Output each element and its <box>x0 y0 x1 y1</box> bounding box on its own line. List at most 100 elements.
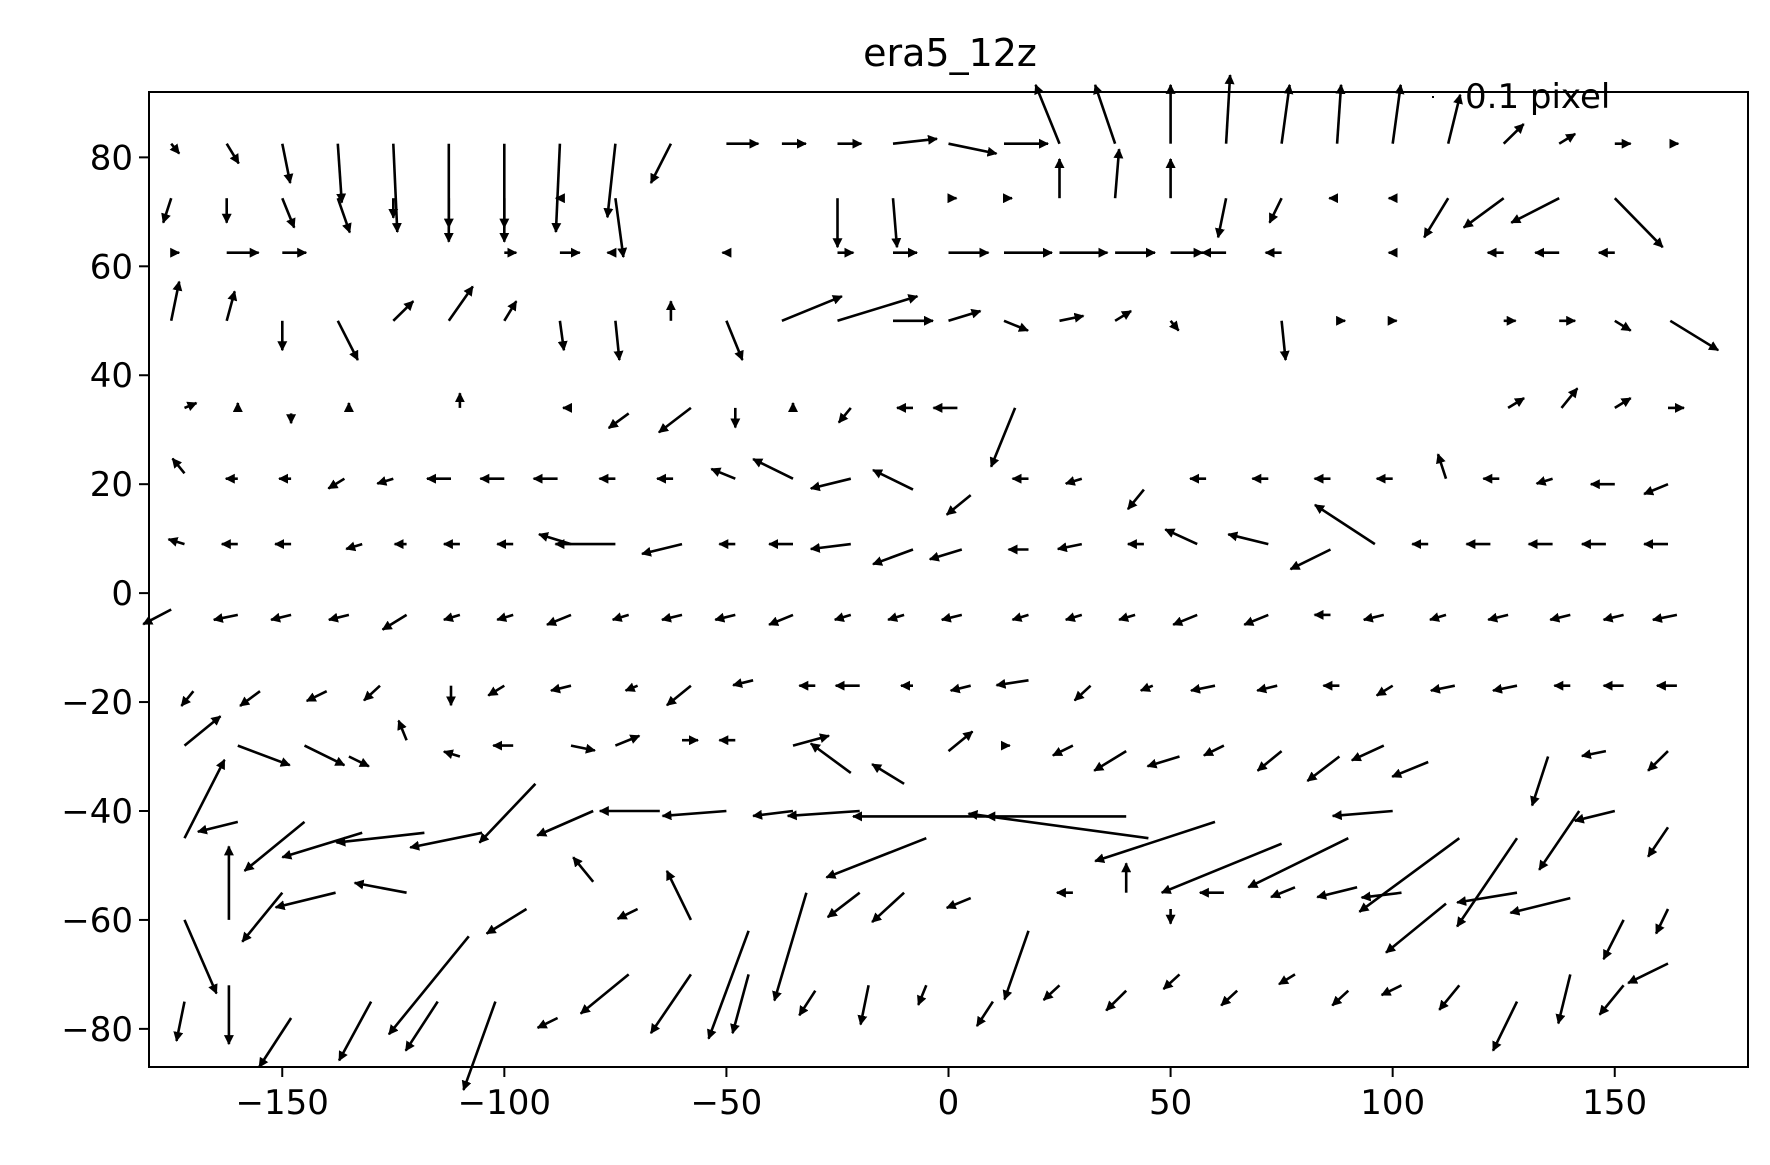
vector-arrow <box>1215 197 1228 239</box>
vector-arrow <box>1560 387 1579 409</box>
y-tick-label: 40 <box>90 356 133 396</box>
vector-arrow <box>752 809 794 820</box>
y-tick-label: −20 <box>61 683 133 723</box>
vector-arrow <box>184 401 198 412</box>
vector-arrow <box>1280 83 1294 144</box>
vector-arrow <box>1306 755 1341 783</box>
vector-arrow <box>1423 197 1450 239</box>
vector-arrow <box>337 1000 373 1062</box>
vector-arrow <box>1549 612 1571 623</box>
vector-arrow <box>1052 744 1074 757</box>
quiver-key: 0.1 pixel <box>1432 77 1610 117</box>
y-tick-label: 20 <box>90 465 133 505</box>
vector-arrow <box>826 891 861 919</box>
vector-arrow <box>336 320 359 361</box>
vector-arrow <box>768 613 794 626</box>
vector-arrow <box>1360 891 1402 902</box>
vector-arrow <box>1146 755 1180 769</box>
vector-arrow <box>1243 613 1269 626</box>
x-tick-label: −100 <box>458 1083 551 1123</box>
vector-arrow <box>1093 749 1127 772</box>
vector-arrow <box>1256 683 1278 694</box>
vector-arrow <box>1627 962 1669 985</box>
vector-arrow <box>1385 902 1447 954</box>
vector-arrow <box>1643 482 1669 496</box>
vector-arrow <box>872 548 914 566</box>
x-tick-label: 50 <box>1149 1083 1192 1123</box>
vector-arrow <box>730 974 750 1035</box>
vector-arrow <box>995 678 1029 689</box>
vector-arrow <box>666 684 692 707</box>
vector-arrow <box>614 734 641 747</box>
vector-arrow <box>1507 396 1525 410</box>
vector-arrow <box>975 1000 994 1027</box>
vector-arrow <box>1362 612 1385 623</box>
vector-arrow <box>348 755 370 768</box>
vector-arrow <box>487 684 505 697</box>
vector-arrow <box>243 820 306 872</box>
vector-arrow <box>1073 684 1092 702</box>
vector-arrow <box>538 532 572 546</box>
vector-arrow <box>1654 908 1670 935</box>
vector-arrow <box>1558 132 1577 145</box>
vector-arrow <box>732 678 754 688</box>
vector-arrow <box>1647 750 1669 772</box>
vector-arrow <box>825 836 927 879</box>
vector-arrow <box>917 984 928 1006</box>
vector-arrow <box>381 613 408 631</box>
vector-arrow <box>809 742 852 774</box>
vector-arrow <box>546 613 572 626</box>
vector-arrow <box>1172 613 1198 626</box>
vector-arrow <box>327 612 350 623</box>
vector-arrow <box>1602 612 1624 623</box>
vector-arrow <box>752 457 794 480</box>
vector-arrow <box>871 763 905 785</box>
vector-arrow <box>1169 319 1180 332</box>
vector-arrow <box>603 143 617 219</box>
vector-arrow <box>392 300 415 322</box>
vector-arrow <box>1602 919 1625 961</box>
vector-arrow <box>1164 528 1198 546</box>
vector-arrow <box>171 457 186 475</box>
vector-arrow <box>1160 842 1283 894</box>
vector-arrow <box>1492 683 1518 694</box>
vector-arrow <box>391 143 402 233</box>
vector-arrow <box>180 690 195 707</box>
vector-arrow <box>1126 488 1145 511</box>
vector-arrow <box>1003 319 1029 332</box>
vector-arrow <box>1491 1001 1519 1052</box>
vector-arrow <box>714 612 736 623</box>
vector-arrow <box>1224 74 1235 144</box>
vector-arrow <box>237 744 291 767</box>
vector-arrow <box>613 320 624 361</box>
vector-arrow <box>1289 548 1332 571</box>
vector-arrow <box>167 537 185 547</box>
vector-arrow <box>857 985 870 1026</box>
vector-arrow <box>1555 974 1572 1025</box>
vector-arrow <box>1614 319 1632 332</box>
vector-arrow <box>183 919 218 995</box>
vector-arrow <box>303 744 346 767</box>
vector-arrow <box>1358 837 1461 913</box>
vector-arrow <box>496 612 514 622</box>
vector-arrow <box>353 879 407 894</box>
vector-arrow <box>183 715 222 747</box>
y-tick-label: 0 <box>111 574 133 614</box>
vector-arrow <box>947 730 974 753</box>
vector-arrow <box>707 930 750 1040</box>
vector-arrow <box>376 476 394 486</box>
vector-arrow <box>945 494 972 516</box>
vector-arrow <box>557 320 568 352</box>
vector-arrow <box>1598 984 1625 1016</box>
vector-arrow <box>661 809 727 821</box>
vector-arrow <box>258 1017 293 1068</box>
vector-arrow <box>1064 612 1083 622</box>
vector-arrow <box>1391 83 1405 144</box>
vector-arrow <box>792 733 830 747</box>
vector-arrow <box>616 907 639 920</box>
y-tick-label: −80 <box>61 1010 133 1050</box>
vector-arrow <box>485 907 528 935</box>
vector-arrow <box>409 831 483 851</box>
vector-arrow <box>1002 930 1030 1001</box>
vector-arrow <box>661 612 683 623</box>
